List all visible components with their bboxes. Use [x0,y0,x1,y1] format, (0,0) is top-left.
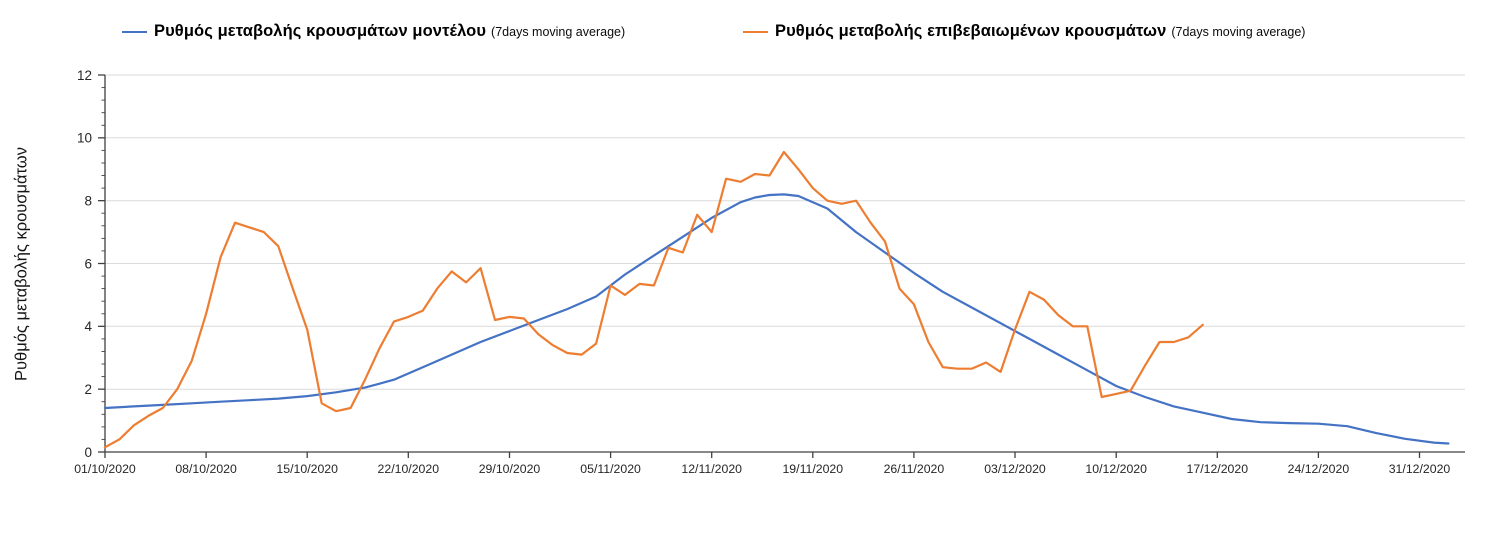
y-tick-label: 6 [84,256,92,271]
x-axis-ticks: 01/10/2020 08/10/2020 15/10/2020 22/10/2020… [74,452,1450,476]
legend-sublabel-confirmed: (7days moving average) [1171,24,1306,39]
model-series-line [103,193,1450,445]
x-tick-label: 12/11/2020 [681,462,742,476]
x-tick-label: 24/12/2020 [1288,462,1350,476]
x-tick-label: 08/10/2020 [175,462,237,476]
y-tick-label: 12 [77,68,92,83]
model-line-swatch [122,30,147,33]
x-tick-label: 15/10/2020 [276,462,338,476]
gridlines [105,74,1465,390]
legend-item-confirmed: Ρυθμός μεταβολής επιβεβαιωμένων κρουσμάτ… [743,22,1305,41]
x-tick-label: 31/12/2020 [1389,462,1451,476]
confirmed-line-swatch [743,30,768,33]
x-tick-label: 05/11/2020 [580,462,641,476]
x-tick-label: 29/10/2020 [479,462,541,476]
legend-item-model: Ρυθμός μεταβολής κρουσμάτων μοντέλου (7d… [122,22,625,41]
x-tick-label: 17/12/2020 [1187,462,1249,476]
legend-label-confirmed: Ρυθμός μεταβολής επιβεβαιωμένων κρουσμάτ… [775,22,1167,40]
y-tick-label: 0 [84,445,92,460]
x-tick-label: 03/12/2020 [984,462,1046,476]
y-tick-label: 2 [84,382,92,397]
x-tick-label: 22/10/2020 [378,462,440,476]
confirmed-series-line [103,150,1204,449]
x-tick-label: 10/12/2020 [1085,462,1147,476]
x-tick-label: 26/11/2020 [884,462,945,476]
y-tick-label: 8 [84,193,92,208]
y-axis-ticks: 0 2 4 6 8 10 12 [77,68,105,460]
x-tick-label: 19/11/2020 [782,462,843,476]
x-tick-label: 01/10/2020 [74,462,136,476]
y-tick-label: 10 [77,131,92,146]
legend-label-model: Ρυθμός μεταβολής κρουσμάτων μοντέλου [154,22,487,40]
legend-sublabel-model: (7days moving average) [491,24,626,39]
y-tick-label: 4 [84,319,92,334]
